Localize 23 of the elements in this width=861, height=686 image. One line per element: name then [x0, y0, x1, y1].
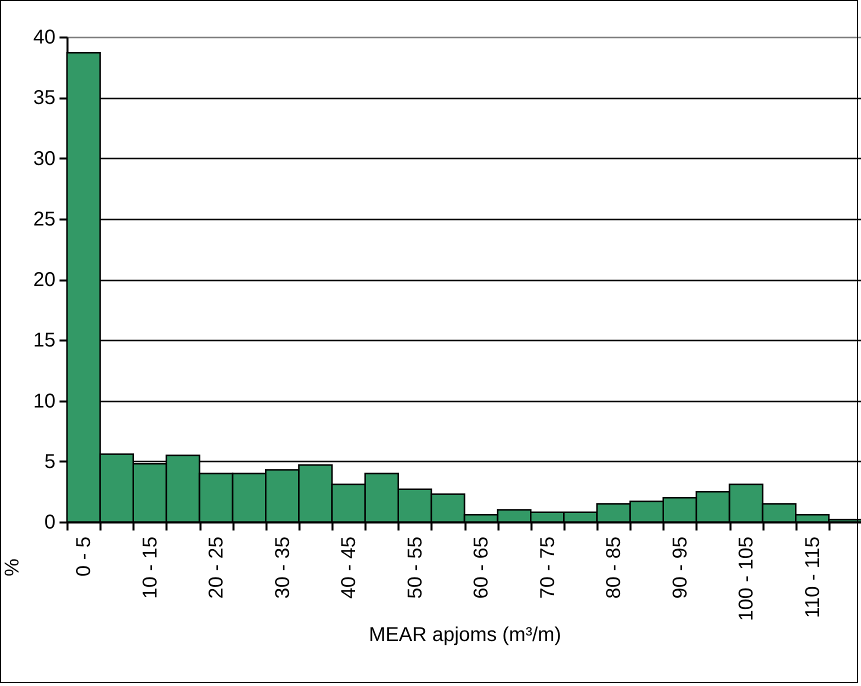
y-tick-label: 10 — [33, 390, 56, 412]
x-axis-title: MEAR apjoms (m³/m) — [368, 624, 562, 646]
x-tick-label: 90 - 95 — [669, 536, 692, 599]
y-tick-label: 40 — [33, 26, 56, 48]
x-tick-label: 10 - 15 — [139, 536, 162, 599]
x-tick-label: 50 - 55 — [404, 536, 426, 599]
x-tick-label: 110 - 115 — [802, 536, 824, 618]
y-tick-label: 5 — [44, 450, 56, 473]
x-tick-label: 80 - 85 — [603, 536, 626, 599]
x-tick-label: 0 - 5 — [73, 536, 96, 577]
x-tick-label: 70 - 75 — [536, 536, 559, 599]
y-tick-label: 20 — [33, 269, 56, 291]
x-tick-label: 60 - 65 — [470, 536, 493, 599]
y-tick-label: 35 — [33, 87, 56, 110]
y-tick-label: 0 — [44, 512, 56, 534]
y-tick-label: 30 — [33, 148, 56, 170]
x-tick-label: 40 - 45 — [338, 536, 360, 599]
y-axis-title: % — [2, 558, 24, 576]
y-tick-label: 25 — [33, 208, 56, 230]
x-tick-label: 30 - 35 — [272, 536, 294, 599]
x-tick-label: 20 - 25 — [206, 536, 228, 599]
x-tick-label: 100 - 105 — [736, 536, 758, 622]
y-tick-label: 15 — [33, 330, 56, 352]
